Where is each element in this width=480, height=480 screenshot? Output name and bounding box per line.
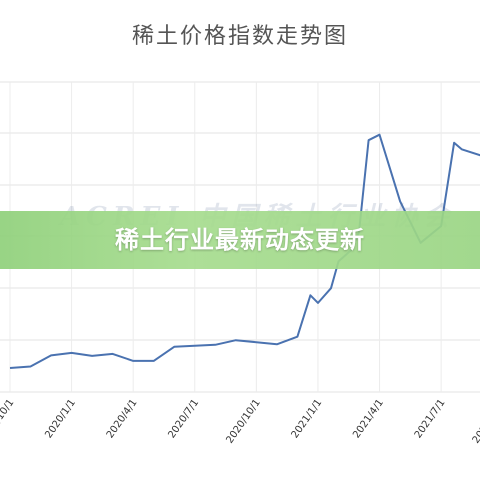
x-tick-label: 2021/4/1 [351,397,386,440]
x-tick-label: 2021/1/1 [290,397,325,440]
x-axis-ticks: 2019/10/1 2020/1/1 2020/4/1 2020/7/1 2020/10… [0,397,480,445]
x-tick-label: 2020/7/1 [166,397,201,440]
x-tick-label: 2020/10/1 [224,397,262,445]
x-tick-label: 2020/1/1 [43,397,78,440]
x-tick-label: 2020/4/1 [105,397,140,440]
x-tick-label: 2019/10/1 [0,397,16,445]
chart-title: 稀土价格指数走势图 [131,24,348,49]
x-tick-label: 2021/7/1 [413,397,448,440]
x-tick-label: 2021/10/1 [471,397,480,445]
banner-headline: 稀土行业最新动态更新 [115,226,365,254]
headline-banner [0,211,480,269]
